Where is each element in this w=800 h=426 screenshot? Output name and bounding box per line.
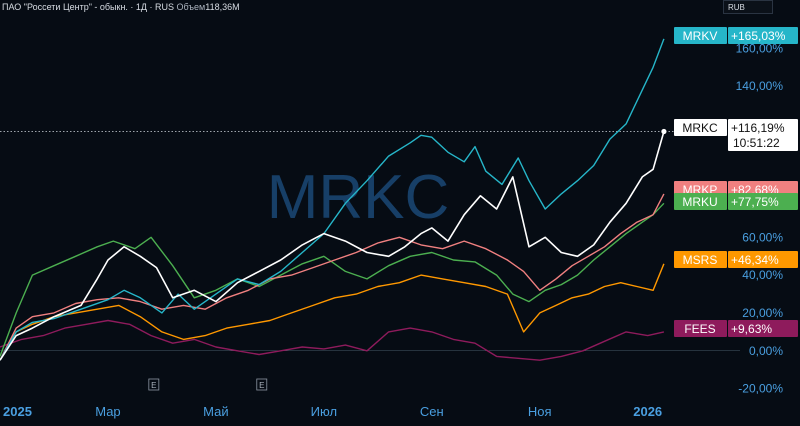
series-value-label: +165,03%	[731, 29, 786, 43]
event-marker[interactable]	[256, 378, 268, 391]
y-tick-label: 60,00%	[742, 230, 783, 244]
series-tag-mrku[interactable]	[674, 193, 727, 210]
last-update-time: 10:51:22	[733, 136, 780, 150]
x-tick-label: Ноя	[528, 404, 552, 419]
series-tag-fees[interactable]	[674, 320, 727, 337]
series-value-box-mrkc	[728, 119, 798, 151]
y-tick-label: -20,00%	[738, 382, 783, 396]
y-tick-label: 20,00%	[742, 306, 783, 320]
series-line-msrs[interactable]	[0, 263, 665, 361]
y-tick-label: 140,00%	[736, 79, 784, 93]
series-tag-name: MRKC	[682, 121, 718, 135]
watermark-text: MRKC	[267, 163, 450, 232]
series-tag-mrkv[interactable]	[674, 27, 727, 44]
event-marker-label: E	[259, 381, 264, 390]
series-tag-name: MSRS	[683, 253, 718, 267]
y-tick-label: 40,00%	[742, 268, 783, 282]
series-tag-name: MRKV	[683, 29, 718, 43]
series-line-mrkv[interactable]	[0, 38, 665, 361]
series-value-label: +116,19%	[731, 121, 785, 135]
x-tick-label: Май	[203, 404, 228, 419]
series-value-box-fees	[728, 320, 798, 337]
series-tag-msrs[interactable]	[674, 251, 727, 268]
last-point-mrkc	[661, 128, 667, 135]
series-value-box-mrkv	[728, 27, 798, 44]
series-value-label: +9,63%	[731, 322, 772, 336]
y-tick-label: 160,00%	[736, 41, 784, 55]
series-line-mrkc[interactable]	[0, 131, 665, 361]
volume-value: 118,36M	[205, 2, 240, 12]
event-marker[interactable]	[148, 378, 160, 391]
y-tick-label: 0,00%	[749, 344, 783, 358]
series-tag-name: FEES	[684, 322, 715, 336]
series-line-mrku[interactable]	[0, 202, 665, 357]
x-tick-label: Сен	[420, 404, 444, 419]
x-tick-label: 2026	[633, 404, 662, 419]
x-tick-label: 2025	[3, 404, 32, 419]
series-value-box-msrs	[728, 251, 798, 268]
series-line-fees[interactable]	[0, 319, 665, 361]
series-tag-mrkc[interactable]	[674, 119, 727, 136]
x-tick-label: Июл	[311, 404, 337, 419]
series-tag-name: MRKU	[682, 195, 717, 209]
chart-header: ПАО "Россети Центр" - обыкн. · 1Д · RUS …	[2, 2, 240, 12]
series-value-label: +46,34%	[731, 253, 779, 267]
currency-selector[interactable]: RUB	[723, 0, 773, 14]
series-value-label: +77,75%	[731, 195, 779, 209]
x-tick-label: Мар	[95, 404, 120, 419]
event-marker-label: E	[151, 381, 156, 390]
series-value-box-mrku	[728, 193, 798, 210]
instrument-title: ПАО "Россети Центр" - обыкн. · 1Д · RUS	[2, 2, 175, 12]
volume-label: Объем	[176, 2, 206, 12]
